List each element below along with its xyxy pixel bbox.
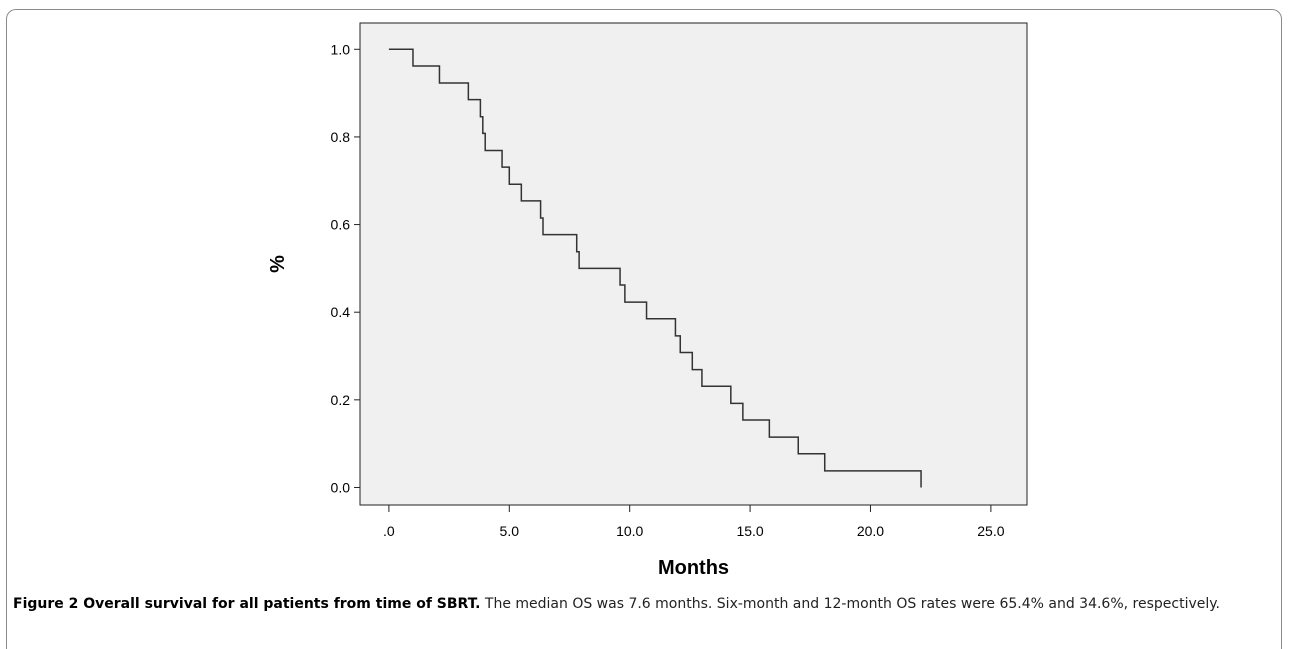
x-tick-label: 10.0: [616, 523, 643, 539]
y-tick-label: 0.2: [331, 392, 351, 408]
x-tick-label: 15.0: [736, 523, 763, 539]
caption-title: Figure 2 Overall survival for all patien…: [13, 596, 481, 612]
x-tick-label: 25.0: [977, 523, 1004, 539]
caption-text: The median OS was 7.6 months. Six-month …: [480, 596, 1221, 612]
y-tick-label: 0.6: [331, 217, 351, 233]
x-tick-label: 5.0: [500, 523, 520, 539]
y-tick-label: 1.0: [331, 41, 351, 57]
y-tick-label: 0.4: [331, 304, 351, 320]
figure-frame: [6, 9, 1282, 649]
x-tick-label: 20.0: [857, 523, 884, 539]
y-tick-label: 0.8: [331, 129, 351, 145]
survival-chart: 0.00.20.40.60.81.0.0 5.0 10.0 15.0 20.0 25.0 …: [267, 22, 1028, 579]
x-tick-label: .0: [383, 523, 395, 539]
x-axis-title: Months: [658, 557, 729, 579]
figure-caption: Figure 2 Overall survival for all patien…: [13, 595, 1275, 614]
plot-area: [359, 22, 1028, 506]
y-axis-title: %: [267, 255, 289, 273]
survival-curve: [388, 48, 922, 488]
y-tick-label: 0.0: [331, 479, 351, 495]
axes: 0.0 0.2 0.4 0.6 0.8 1.0 .0 5.0 10.0 15.0 20.0 25.0: [331, 41, 1005, 539]
